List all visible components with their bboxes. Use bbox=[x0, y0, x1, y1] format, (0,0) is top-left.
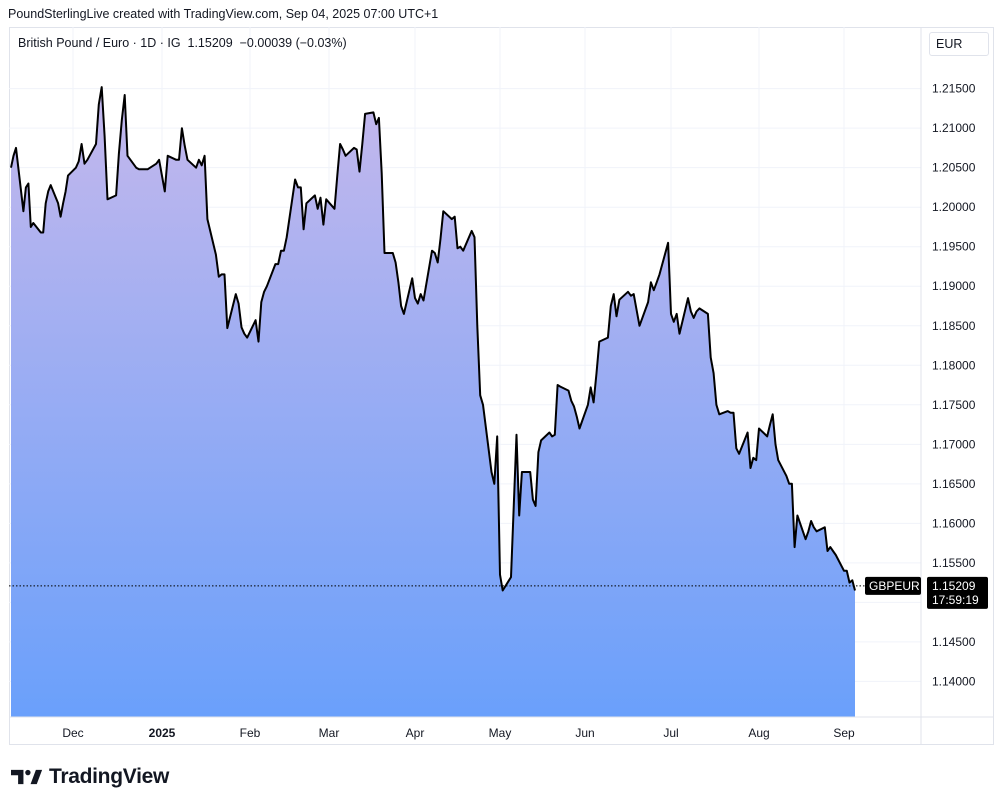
x-tick-label: 2025 bbox=[149, 726, 176, 740]
tradingview-logo[interactable]: TradingView bbox=[11, 765, 169, 789]
y-tick-label: 1.17000 bbox=[932, 437, 976, 451]
y-tick-label: 1.14500 bbox=[932, 635, 976, 649]
y-tick-label: 1.18500 bbox=[932, 319, 976, 333]
x-axis: Dec 2025 Feb Mar Apr May Jun Jul Aug Sep bbox=[62, 726, 855, 740]
x-tick-label: Dec bbox=[62, 726, 83, 740]
y-tick-label: 1.19500 bbox=[932, 240, 976, 254]
header-caption: PoundSterlingLive created with TradingVi… bbox=[8, 7, 439, 21]
y-tick-label: 1.16000 bbox=[932, 516, 976, 530]
y-tick-label: 1.15500 bbox=[932, 556, 976, 570]
y-tick-label: 1.17500 bbox=[932, 398, 976, 412]
price-tag bbox=[927, 576, 988, 609]
y-tick-label: 1.20500 bbox=[932, 161, 976, 175]
y-axis: 1.140001.145001.150001.155001.160001.165… bbox=[932, 82, 976, 689]
y-tick-label: 1.14000 bbox=[932, 674, 976, 688]
symbol-tag-label: GBPEUR bbox=[869, 579, 920, 593]
x-tick-label: Aug bbox=[748, 726, 769, 740]
price-line bbox=[10, 86, 856, 592]
last-price-tag: GBPEUR 1.15209 17:59:19 bbox=[865, 576, 988, 609]
price-tag-value: 1.15209 bbox=[932, 579, 976, 593]
x-tick-label: Apr bbox=[406, 726, 425, 740]
x-tick-label: Feb bbox=[240, 726, 261, 740]
tradingview-logo-icon bbox=[11, 769, 43, 785]
y-tick-label: 1.19000 bbox=[932, 279, 976, 293]
symbol-tag bbox=[865, 576, 921, 595]
price-area-fill bbox=[11, 87, 855, 718]
price-tag-countdown: 17:59:19 bbox=[932, 593, 979, 607]
y-tick-label: 1.18000 bbox=[932, 358, 976, 372]
y-tick-label: 1.16500 bbox=[932, 477, 976, 491]
x-tick-label: Jun bbox=[575, 726, 594, 740]
y-tick-label: 1.21000 bbox=[932, 121, 976, 135]
x-tick-label: Jul bbox=[663, 726, 678, 740]
chart-frame bbox=[9, 27, 994, 745]
x-tick-label: Mar bbox=[319, 726, 340, 740]
x-tick-label: Sep bbox=[833, 726, 855, 740]
currency-selector[interactable]: EUR bbox=[929, 32, 989, 56]
x-tick-label: May bbox=[489, 726, 512, 740]
y-tick-label: 1.20000 bbox=[932, 200, 976, 214]
symbol-legend[interactable]: British Pound / Euro · 1D · IG 1.15209 −… bbox=[18, 36, 347, 50]
y-tick-label: 1.21500 bbox=[932, 82, 976, 96]
tradingview-wordmark: TradingView bbox=[49, 765, 170, 788]
